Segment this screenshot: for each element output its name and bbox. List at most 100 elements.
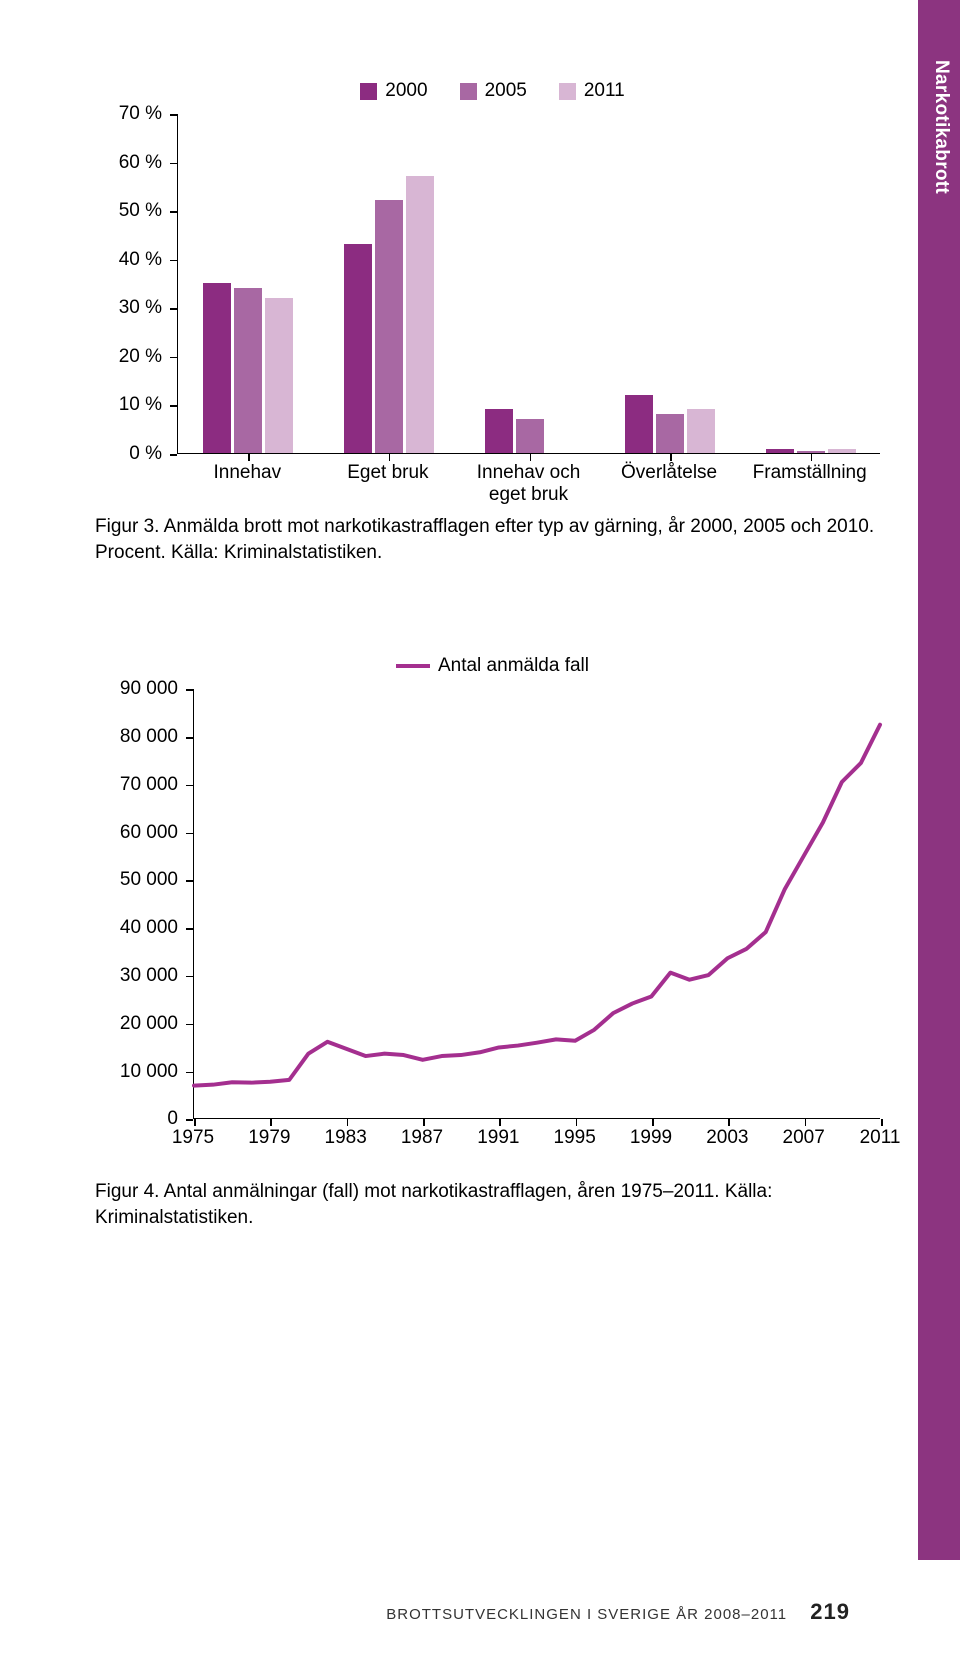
legend-swatch [396, 664, 430, 668]
bar-chart-plot [177, 114, 880, 454]
bar-chart: 0 %10 %20 %30 %40 %50 %60 %70 % InnehavE… [95, 114, 890, 484]
y-axis-label: 10 000 [95, 1061, 178, 1083]
x-axis-label: 1999 [621, 1127, 681, 1149]
bar [203, 283, 231, 453]
bar [375, 200, 403, 453]
y-axis-label: 20 000 [95, 1013, 178, 1035]
x-axis-tick [670, 454, 672, 461]
x-axis-label: 1991 [468, 1127, 528, 1149]
bar-group [344, 176, 434, 453]
footer-text: BROTTSUTVECKLINGEN I SVERIGE ÅR 2008–201… [386, 1606, 787, 1623]
y-axis-tick [170, 260, 177, 262]
x-axis-tick [576, 1119, 578, 1126]
y-axis-tick [170, 163, 177, 165]
y-axis-label: 90 000 [95, 678, 178, 700]
bar-group [203, 283, 293, 453]
x-axis-tick [194, 1119, 196, 1126]
y-axis-label: 70 000 [95, 774, 178, 796]
bar [234, 288, 262, 453]
y-axis-tick [186, 689, 193, 691]
y-axis-tick [186, 1024, 193, 1026]
y-axis-tick [170, 211, 177, 213]
y-axis-label: 20 % [95, 346, 162, 368]
bar [625, 395, 653, 453]
y-axis-label: 70 % [95, 103, 162, 125]
x-axis-label: 2003 [697, 1127, 757, 1149]
x-axis-label: Innehav [177, 462, 317, 484]
line-chart-plot [193, 689, 880, 1119]
x-axis-label: 2007 [774, 1127, 834, 1149]
x-axis-tick [499, 1119, 501, 1126]
bar [406, 176, 434, 453]
page-footer: BROTTSUTVECKLINGEN I SVERIGE ÅR 2008–201… [0, 1599, 960, 1625]
y-axis-tick [186, 1072, 193, 1074]
x-axis-tick [728, 1119, 730, 1126]
y-axis-tick [186, 785, 193, 787]
y-axis-tick [170, 114, 177, 116]
bar [828, 449, 856, 453]
y-axis-label: 60 % [95, 152, 162, 174]
legend-swatch [460, 83, 477, 100]
y-axis-tick [186, 976, 193, 978]
bar [344, 244, 372, 453]
line-chart-legend: Antal anmälda fall [95, 655, 890, 677]
x-axis-label: 1987 [392, 1127, 452, 1149]
x-axis-tick [881, 1119, 883, 1126]
bar [797, 451, 825, 453]
y-axis-tick [170, 405, 177, 407]
legend-label: 2005 [485, 80, 527, 102]
y-axis-label: 40 % [95, 249, 162, 271]
bar [687, 409, 715, 453]
line-chart-caption: Figur 4. Antal anmälningar (fall) mot na… [95, 1179, 890, 1230]
y-axis-tick [170, 454, 177, 456]
y-axis-label: 30 % [95, 297, 162, 319]
legend-item: 2000 [360, 80, 427, 102]
x-axis-label: 1995 [545, 1127, 605, 1149]
x-axis-label: Överlåtelse [599, 462, 739, 484]
bar-chart-block: 200020052011 0 %10 %20 %30 %40 %50 %60 %… [95, 80, 890, 565]
y-axis-label: 40 000 [95, 917, 178, 939]
y-axis-tick [186, 1119, 193, 1121]
x-axis-label: Framställning [740, 462, 880, 484]
y-axis-tick [186, 928, 193, 930]
page-number: 219 [810, 1599, 850, 1624]
y-axis-tick [170, 357, 177, 359]
bar-chart-legend: 2000 2005 2011 [95, 80, 890, 102]
bar [766, 449, 794, 453]
bar-group [485, 409, 575, 453]
legend-swatch [559, 83, 576, 100]
x-axis-tick [423, 1119, 425, 1126]
legend-label: 2000 [385, 80, 427, 102]
y-axis-label: 80 000 [95, 726, 178, 748]
x-axis-tick [530, 454, 532, 461]
legend-item: 2011 [559, 80, 625, 102]
bar-group [766, 449, 856, 453]
y-axis-label: 30 000 [95, 965, 178, 987]
y-axis-label: 0 % [95, 443, 162, 465]
line-chart-block: Antal anmälda fall 010 00020 00030 00040… [95, 655, 890, 1230]
y-axis-label: 50 000 [95, 869, 178, 891]
y-axis-label: 10 % [95, 394, 162, 416]
x-axis-label: 1983 [316, 1127, 376, 1149]
x-axis-tick [248, 454, 250, 461]
legend-swatch [360, 83, 377, 100]
bar [656, 414, 684, 453]
legend-label: Antal anmälda fall [438, 655, 589, 677]
y-axis-tick [186, 833, 193, 835]
x-axis-tick [270, 1119, 272, 1126]
x-axis-tick [811, 454, 813, 461]
y-axis-tick [170, 308, 177, 310]
x-axis-label: Innehav ocheget bruk [459, 462, 599, 506]
line-chart: 010 00020 00030 00040 00050 00060 00070 … [95, 689, 890, 1149]
bar [485, 409, 513, 453]
x-axis-label: 2011 [850, 1127, 910, 1149]
x-axis-label: 1979 [239, 1127, 299, 1149]
y-axis-tick [186, 737, 193, 739]
y-axis-tick [186, 880, 193, 882]
legend-item: 2005 [460, 80, 527, 102]
bar [516, 419, 544, 453]
x-axis-tick [389, 454, 391, 461]
bar [265, 298, 293, 453]
bar-chart-caption: Figur 3. Anmälda brott mot narkotikastra… [95, 514, 890, 565]
x-axis-label: 1975 [163, 1127, 223, 1149]
